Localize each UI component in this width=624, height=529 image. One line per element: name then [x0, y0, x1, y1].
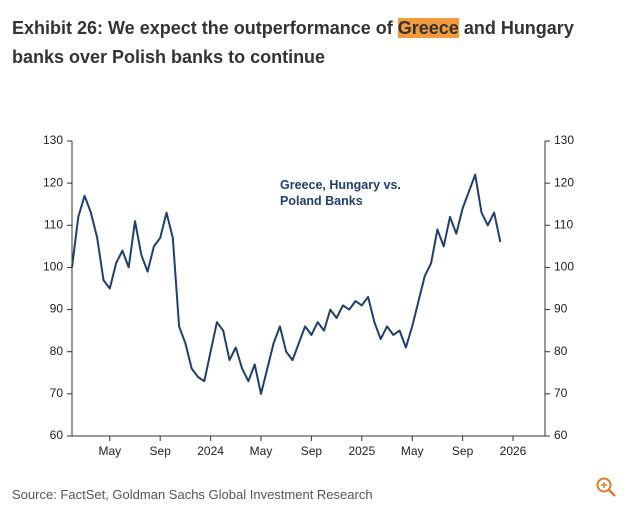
y2-tick-label: 80 — [554, 344, 568, 358]
y-tick-label: 90 — [50, 302, 64, 316]
zoom-icon[interactable] — [596, 477, 616, 497]
title: Exhibit 26: We expect the outperformance… — [12, 14, 617, 72]
y2-tick-label: 90 — [554, 302, 568, 316]
title-part: Greece — [397, 18, 459, 38]
x-tick-label: 2026 — [500, 444, 527, 458]
y2-tick-label: 60 — [554, 428, 568, 442]
y-tick-label: 80 — [50, 344, 64, 358]
line-series — [71, 173, 502, 395]
y2-tick-label: 100 — [554, 260, 574, 274]
y2-tick-label: 70 — [554, 386, 568, 400]
x-tick-label: Sep — [301, 444, 323, 458]
y-tick-label: 130 — [43, 133, 63, 147]
y-tick-label: 110 — [44, 217, 63, 231]
series-label: Greece, Hungary vs. Poland Banks — [280, 178, 401, 208]
x-tick-label: 2025 — [348, 444, 375, 458]
y2-tick-label: 130 — [554, 133, 574, 147]
y-tick-label: 120 — [43, 175, 63, 189]
y-tick-label: 100 — [43, 260, 63, 274]
source: Source: FactSet, Goldman Sachs Global In… — [12, 487, 373, 502]
x-tick-label: May — [250, 444, 273, 458]
x-tick-label: Sep — [150, 444, 172, 458]
y-tick-label: 60 — [50, 428, 64, 442]
x-tick-label: May — [401, 444, 424, 458]
x-tick-label: 2024 — [197, 444, 224, 458]
title-part: Exhibit 26: We expect the outperformance… — [12, 18, 398, 38]
title-part: and Hungary banks over Polish banks to c… — [12, 18, 574, 67]
x-tick-label: Sep — [452, 444, 474, 458]
y2-tick-label: 110 — [554, 217, 573, 231]
x-tick-label: May — [98, 444, 121, 458]
y-tick-label: 70 — [50, 386, 64, 400]
y2-tick-label: 120 — [554, 175, 574, 189]
